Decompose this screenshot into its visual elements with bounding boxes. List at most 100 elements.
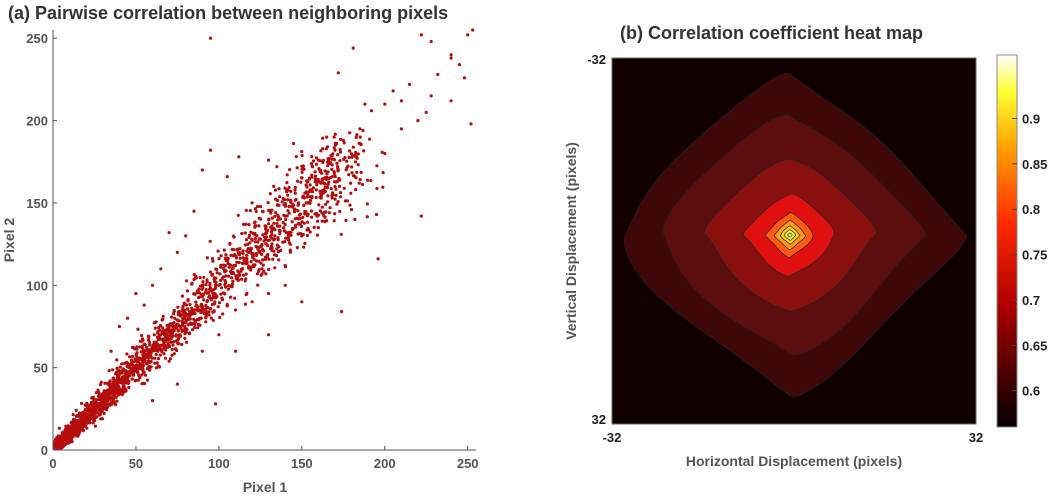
scatter-point (200, 295, 204, 299)
scatter-point (235, 260, 239, 264)
scatter-point (138, 345, 142, 349)
scatter-point (167, 231, 171, 235)
scatter-point (208, 239, 212, 243)
scatter-point (91, 421, 95, 425)
scatter-point (243, 302, 247, 306)
scatter-point (419, 214, 423, 218)
scatter-point (149, 359, 153, 364)
scatter-point (269, 225, 273, 229)
scatter-point (109, 400, 113, 404)
scatter-point (266, 252, 270, 257)
scatter-point (294, 223, 298, 227)
colorbar-tick-label: 0.6 (1022, 384, 1040, 399)
scatter-point (251, 252, 255, 256)
scatter-point (253, 207, 257, 211)
scatter-point (211, 259, 215, 263)
scatter-point (284, 236, 288, 240)
scatter-point (354, 176, 358, 180)
scatter-point (369, 109, 374, 113)
scatter-point (162, 352, 166, 356)
scatter-point (128, 355, 132, 359)
scatter-point (319, 149, 323, 153)
colorbar-tick-label: 0.85 (1022, 157, 1047, 172)
scatter-point (134, 291, 138, 296)
colorbar-tick-label: 0.8 (1022, 202, 1040, 217)
scatter-point (204, 316, 208, 320)
scatter-point (96, 388, 100, 392)
scatter-point (142, 348, 146, 352)
scatter-point (135, 345, 139, 349)
scatter-point (270, 248, 274, 252)
scatter-point (275, 224, 280, 228)
scatter-point (341, 138, 345, 142)
scatter-point (250, 238, 254, 242)
scatter-point (99, 380, 103, 384)
scatter-point (187, 332, 191, 336)
scatter-point (83, 414, 87, 418)
scatter-point (229, 263, 233, 267)
scatter-point (230, 247, 234, 251)
scatter-point (140, 373, 144, 377)
scatter-point (296, 209, 300, 213)
scatter-point (315, 233, 320, 237)
scatter-point (323, 185, 327, 189)
scatter-point (71, 413, 75, 417)
scatter-point (274, 211, 278, 215)
scatter-point (351, 145, 355, 149)
scatter-point (356, 163, 360, 167)
scatter-point (348, 131, 352, 135)
scatter-point (234, 276, 238, 281)
scatter-point (287, 211, 291, 215)
scatter-point (216, 305, 220, 309)
scatter-point (186, 307, 190, 311)
scatter-point (163, 346, 167, 351)
scatter-point (153, 326, 157, 330)
scatter-point (419, 33, 423, 37)
scatter-point (157, 336, 161, 340)
scatter-point (192, 277, 196, 282)
scatter-point (183, 315, 187, 319)
scatter-point (175, 250, 179, 254)
scatter-point (161, 314, 165, 318)
scatter-x-tick-label: 150 (291, 456, 313, 471)
scatter-point (316, 226, 320, 230)
scatter-point (258, 205, 263, 209)
scatter-point (85, 420, 89, 424)
scatter-point (245, 249, 249, 253)
scatter-point (225, 259, 230, 263)
scatter-point (282, 229, 286, 233)
scatter-point (214, 402, 218, 406)
scatter-point (259, 217, 263, 221)
scatter-point (89, 416, 93, 420)
scatter-x-tick-label: 250 (457, 456, 479, 471)
scatter-point (222, 266, 226, 271)
scatter-point (204, 309, 208, 313)
scatter-point (141, 364, 145, 369)
scatter-point (278, 217, 282, 221)
scatter-point (325, 219, 329, 223)
scatter-point (282, 197, 287, 202)
scatter-point (343, 199, 347, 203)
scatter-point (181, 321, 185, 325)
scatter-x-tick-label: 50 (129, 456, 143, 471)
scatter-point (99, 405, 103, 409)
scatter-point (223, 282, 227, 286)
scatter-point (316, 177, 320, 181)
scatter-point (123, 378, 127, 382)
scatter-point (85, 406, 89, 410)
scatter-points (53, 28, 475, 450)
scatter-point (261, 263, 265, 267)
scatter-point (171, 334, 175, 338)
scatter-point (78, 412, 82, 416)
scatter-point (233, 349, 238, 353)
scatter-point (127, 385, 131, 390)
scatter-point (177, 310, 181, 314)
scatter-point (137, 373, 141, 377)
scatter-point (283, 265, 288, 269)
scatter-point (315, 180, 319, 184)
scatter-point (144, 373, 148, 377)
scatter-point (315, 214, 319, 218)
scatter-point (290, 220, 294, 224)
scatter-point (188, 317, 192, 321)
scatter-point (246, 247, 250, 251)
